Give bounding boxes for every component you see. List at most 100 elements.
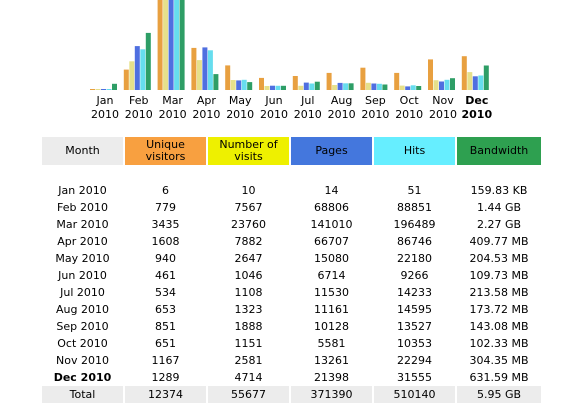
bar-pages [303,82,309,90]
cell-month: Apr 2010 [57,235,108,248]
cell-visits: 2647 [234,252,263,265]
bar-bandwidth [145,32,151,90]
cell-unique: 534 [155,286,176,299]
month-name: Apr [196,94,216,107]
bar-unique [360,67,366,90]
month-year: 2010 [327,108,356,121]
cell-pages: 11530 [314,286,349,299]
cell-pages: 5581 [317,337,346,350]
month-label: May 2010 [223,94,257,122]
bar-pages [270,85,275,90]
cell-bandwidth: 1.44 GB [476,201,522,214]
month-name: Jan [96,94,114,107]
table-row: Mar 2010 3435 23760 141010 196489 2.27 GB [42,216,541,233]
cell-visits: 1151 [234,337,263,350]
header-pages: Pages [291,137,372,165]
cell-hits: 22294 [397,354,432,367]
bar-unique [123,69,129,90]
bar-bandwidth [247,82,253,90]
cell-visits: 10 [241,184,256,197]
cell-visits: 1323 [234,303,263,316]
bar-visits [298,85,304,90]
bar-pages [101,89,106,90]
cell-pages: 15080 [314,252,349,265]
bar-unique [225,65,231,90]
bar-bandwidth [348,83,354,90]
month-name: Nov [432,94,454,107]
cell-hits: 86746 [397,235,432,248]
table-total-row: Total 12374 55677 371390 510140 5.95 GB [42,386,541,403]
cell-bandwidth: 304.35 MB [469,354,529,367]
total-hits: 510140 [374,386,455,403]
cell-pages: 6714 [317,269,346,282]
cell-hits: 31555 [397,371,432,384]
header-unique-line1: Unique [146,138,185,151]
cell-hits: 10353 [397,337,432,350]
bar-pages [168,0,174,90]
cell-bandwidth: 409.77 MB [469,235,529,248]
cell-unique: 851 [155,320,176,333]
cell-hits: 14595 [397,303,432,316]
table-row: Jul 2010 534 1108 11530 14233 213.58 MB [42,284,541,301]
bar-unique [157,0,163,90]
cell-visits: 1046 [234,269,263,282]
bar-visits [196,60,202,90]
bar-bandwidth [179,0,185,90]
month-name: Oct [399,94,419,107]
header-unique-line2: visitors [145,150,186,163]
month-year: 2010 [192,108,221,121]
cell-month: Jun 2010 [58,269,107,282]
table-row: Jun 2010 461 1046 6714 9266 109.73 MB [42,267,541,284]
monthly-history-chart: Jan 2010 Feb 2010 Mar 2010 Apr 2010 May 2010 Jun 20… [0,0,577,125]
month-name: Sep [365,94,386,107]
total-unique: 12374 [125,386,206,403]
month-name: Aug [330,94,353,107]
bar-visits [433,80,439,90]
bar-visits [264,86,270,90]
bar-unique [292,76,298,90]
month-label: Sep 2010 [358,94,392,122]
month-label: Nov 2010 [426,94,460,122]
table-row: May 2010 940 2647 15080 22180 204.53 MB [42,250,541,267]
bar-pages [202,47,208,90]
cell-visits: 23760 [231,218,266,231]
cell-month: Jul 2010 [60,286,105,299]
bar-bandwidth [382,84,388,90]
table-row: Dec 2010 1289 4714 21398 31555 631.59 MB [42,369,541,386]
month-year: 2010 [429,108,457,121]
cell-month: Aug 2010 [56,303,109,316]
bar-unique [428,59,433,90]
month-label: Aug 2010 [325,94,359,122]
bar-bandwidth [281,85,286,90]
bar-unique [461,56,467,90]
bar-visits [163,0,169,90]
monthly-stats-table: Month Unique visitors Number of visits P… [40,137,543,403]
cell-pages: 66707 [314,235,349,248]
bar-hits [478,75,484,90]
bar-pages [405,86,411,90]
cell-unique: 779 [155,201,176,214]
bar-hits [275,85,281,90]
month-label: Jul 2010 [291,94,325,122]
table-row: Feb 2010 779 7567 68806 88851 1.44 GB [42,199,541,216]
month-label: Jun 2010 [257,94,291,122]
cell-month: Feb 2010 [57,201,108,214]
cell-unique: 1167 [151,354,180,367]
bar-visits [332,85,338,90]
cell-pages: 14 [324,184,339,197]
cell-hits: 196489 [393,218,436,231]
bar-pages [134,46,140,90]
cell-pages: 13261 [314,354,349,367]
cell-hits: 51 [407,184,422,197]
bar-bandwidth [416,86,422,90]
bar-bandwidth [112,83,117,90]
table-row: Apr 2010 1608 7882 66707 86746 409.77 MB [42,233,541,250]
bar-hits [376,83,382,90]
cell-month: Oct 2010 [57,337,108,350]
cell-bandwidth: 159.83 KB [470,184,528,197]
cell-month: Sep 2010 [56,320,109,333]
total-bandwidth: 5.95 GB [457,386,541,403]
cell-unique: 6 [162,184,169,197]
cell-pages: 141010 [310,218,353,231]
month-year: 2010 [124,108,153,121]
